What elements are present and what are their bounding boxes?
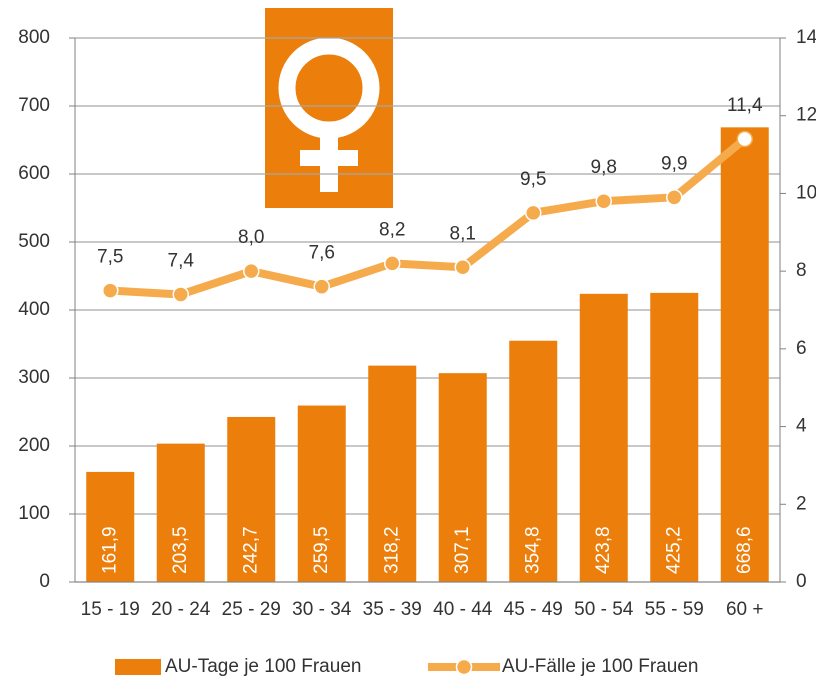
legend-label: AU-Fälle je 100 Frauen: [502, 656, 698, 677]
x-tick-label: 25 - 29: [222, 599, 281, 620]
bar-value-label: 318,2: [381, 526, 402, 574]
x-tick-label: 45 - 49: [504, 599, 563, 620]
line-value-label: 7,6: [309, 243, 335, 264]
line-value-label: 9,5: [520, 169, 546, 190]
x-tick-label: 15 - 19: [81, 599, 140, 620]
bar: [227, 416, 276, 582]
line: [110, 135, 748, 299]
line-value-label: 7,5: [97, 247, 123, 268]
y-tick-label: 700: [18, 95, 50, 116]
y2-tick-label: 2: [796, 493, 807, 514]
female-icon: [265, 8, 393, 208]
y2-tick-label: 10: [796, 182, 816, 203]
line-value-label: 9,8: [591, 157, 617, 178]
line-marker: [313, 278, 330, 295]
y-tick-label: 800: [18, 27, 50, 48]
line-marker: [243, 262, 260, 280]
x-tick-label: 60 +: [726, 599, 764, 620]
line-value-label: 11,4: [727, 95, 763, 116]
bar-value-label: 203,5: [170, 526, 191, 574]
y2-tick-label: 8: [796, 260, 807, 281]
line-value-label: 8,1: [450, 223, 476, 244]
bar: [368, 365, 417, 582]
bar: [579, 293, 628, 582]
x-tick-label: 35 - 39: [363, 599, 422, 620]
y-tick-label: 100: [18, 503, 50, 524]
y2-tick-label: 14: [796, 27, 816, 48]
x-tick-label: 40 - 44: [433, 599, 493, 620]
y-tick-label: 0: [39, 571, 50, 592]
legend-swatch: [115, 659, 161, 675]
bar: [86, 471, 135, 582]
bar-value-label: 668,6: [734, 526, 755, 574]
y2-tick-label: 12: [796, 105, 816, 126]
bar-value-label: 425,2: [663, 526, 684, 574]
bar: [650, 292, 699, 582]
bar: [438, 373, 487, 582]
line-marker: [595, 192, 612, 210]
legend-marker: [455, 658, 473, 676]
x-tick-label: 50 - 54: [574, 599, 634, 620]
x-tick-label: 20 - 24: [151, 599, 211, 620]
line-marker: [454, 259, 471, 276]
bar-value-label: 242,7: [240, 526, 261, 574]
y-tick-label: 300: [18, 367, 50, 388]
y-tick-label: 600: [18, 163, 50, 184]
x-tick-label: 55 - 59: [645, 599, 704, 620]
bar-value-label: 161,9: [99, 526, 120, 574]
line-marker: [384, 255, 401, 272]
line-marker: [102, 282, 119, 299]
line-value-label: 8,0: [238, 227, 264, 248]
legend-label: AU-Tage je 100 Frauen: [165, 656, 361, 677]
line-marker: [666, 189, 683, 206]
y-tick-label: 500: [18, 231, 50, 252]
line-value-label: 7,4: [168, 250, 195, 271]
y2-tick-label: 6: [796, 338, 807, 359]
y-tick-label: 400: [18, 299, 50, 320]
y2-tick-label: 4: [796, 416, 807, 437]
bar-value-label: 307,1: [452, 526, 473, 574]
x-tick-label: 30 - 34: [292, 599, 352, 620]
line-value-label: 9,9: [661, 153, 687, 174]
line-marker: [172, 286, 189, 303]
y-tick-label: 200: [18, 435, 50, 456]
bar: [720, 127, 769, 583]
bar-value-label: 354,8: [522, 526, 543, 574]
bar-value-label: 423,8: [593, 526, 614, 574]
bar-value-label: 259,5: [311, 526, 332, 574]
line-marker: [736, 130, 753, 148]
bar: [509, 340, 558, 582]
line-value-label: 8,2: [379, 219, 405, 240]
y2-tick-label: 0: [796, 571, 807, 592]
bar: [156, 443, 205, 582]
icon-bar: [300, 150, 358, 166]
line-marker: [525, 204, 542, 222]
bar: [297, 405, 346, 582]
